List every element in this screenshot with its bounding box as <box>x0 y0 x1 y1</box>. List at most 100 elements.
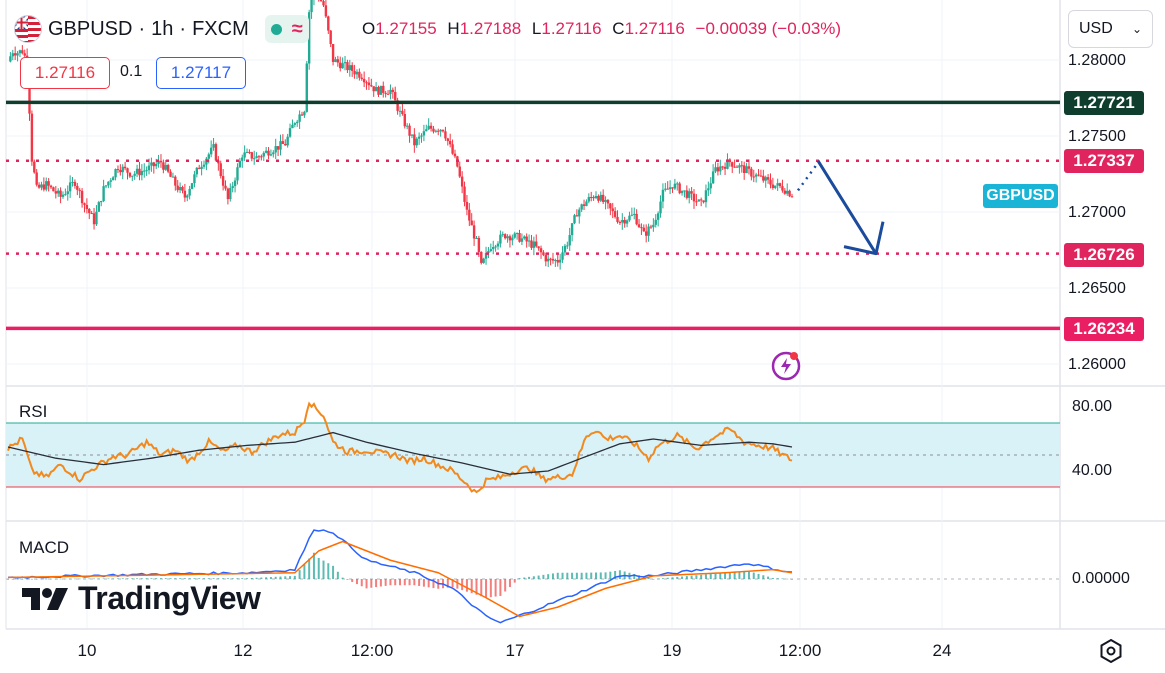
candle-body <box>362 78 366 83</box>
candle-body <box>738 165 741 168</box>
candle-body <box>90 213 93 215</box>
macd-histogram-bar <box>595 572 597 579</box>
macd-histogram-bar <box>542 574 545 579</box>
candle-body <box>783 190 787 194</box>
candle-body <box>140 170 144 176</box>
tradingview-logo: TradingView <box>22 580 261 617</box>
candle-body <box>460 176 464 187</box>
macd-histogram-bar <box>399 579 401 586</box>
macd-histogram-bar <box>379 579 382 587</box>
candle-body <box>453 153 457 157</box>
candle-body <box>166 164 170 172</box>
macd-histogram-bar <box>513 579 516 583</box>
macd-histogram-bar <box>64 578 67 580</box>
candle-body <box>437 130 440 132</box>
macd-histogram-bar <box>752 572 755 579</box>
macd-histogram-bar <box>422 579 425 587</box>
macd-histogram-bar <box>666 577 669 579</box>
candle-body <box>298 114 301 122</box>
candle-body <box>68 182 72 192</box>
level-tag-resistance: 1.27721 <box>1064 91 1144 115</box>
candle-body <box>535 241 538 247</box>
macd-histogram-bar <box>704 574 707 579</box>
candle-body <box>42 184 46 190</box>
sell-button[interactable]: 1.27116 <box>20 57 110 89</box>
macd-histogram-bar <box>188 578 191 579</box>
symbol-name[interactable]: GBPUSD <box>48 17 133 40</box>
candle-body <box>420 135 423 137</box>
candle-body <box>568 235 571 246</box>
macd-histogram-bar <box>508 579 511 588</box>
macd-histogram-bar <box>303 564 306 579</box>
candle-body <box>556 260 559 263</box>
candle-body <box>683 190 686 192</box>
buy-button[interactable]: 1.27117 <box>156 57 246 89</box>
macd-histogram-bar <box>241 578 244 579</box>
candle-body <box>119 169 122 173</box>
macd-histogram-bar <box>408 579 411 586</box>
candle-body <box>525 236 528 242</box>
candle-body <box>594 195 598 199</box>
macd-histogram-bar <box>738 571 741 579</box>
macd-histogram-bar <box>504 579 507 592</box>
candle-body <box>468 209 471 221</box>
candle-body <box>697 199 700 202</box>
candle-body <box>692 193 696 202</box>
candle-body <box>623 219 626 224</box>
currency-select[interactable]: USD ⌄ <box>1068 10 1153 48</box>
candle-body <box>252 158 256 160</box>
candle-body <box>66 191 69 195</box>
candle-body <box>114 169 117 178</box>
candle-body <box>92 213 96 225</box>
candle-body <box>279 141 282 150</box>
symbol-header[interactable]: GBPUSD · 1h · FXCM ≈ <box>14 14 309 44</box>
macd-histogram-bar <box>432 579 435 589</box>
close-value: 1.27116 <box>624 19 685 38</box>
macd-histogram-bar <box>250 577 253 579</box>
macd-histogram-bar <box>131 578 134 579</box>
source-label: FXCM <box>192 17 249 40</box>
macd-histogram-bar <box>97 578 100 580</box>
candle-body <box>719 166 722 172</box>
macd-histogram-bar <box>671 577 674 579</box>
candle-body <box>9 56 12 62</box>
close-label: C <box>612 19 625 38</box>
lightning-alert-icon[interactable] <box>770 350 802 382</box>
candle-body <box>88 208 91 214</box>
spread-value: 0.1 <box>120 63 143 80</box>
candle-body <box>417 136 421 139</box>
candle-body <box>520 238 524 242</box>
settings-gear-icon[interactable] <box>1098 638 1124 664</box>
macd-histogram-bar <box>370 579 373 588</box>
candle-body <box>350 65 354 71</box>
separator: · <box>138 17 146 40</box>
candle-body <box>740 165 744 167</box>
time-label: 17 <box>505 641 525 660</box>
candle-body <box>126 168 129 173</box>
candle-body <box>269 154 273 156</box>
candle-body <box>546 258 550 262</box>
macd-signal-line <box>7 540 793 618</box>
candle-body <box>699 199 703 201</box>
candle-body <box>434 130 438 132</box>
macd-histogram-bar <box>580 572 583 579</box>
macd-histogram-bar <box>317 557 320 579</box>
candle-body <box>37 184 41 188</box>
candle-body <box>102 186 105 201</box>
macd-histogram-bar <box>585 572 588 579</box>
candle-body <box>635 213 638 225</box>
candle-body <box>668 187 672 190</box>
candle-body <box>716 167 720 172</box>
market-status-badge[interactable]: ≈ <box>264 15 309 43</box>
macd-histogram-bar <box>116 578 119 580</box>
candle-body <box>107 181 110 186</box>
candle-body <box>307 12 311 64</box>
candle-body <box>728 159 732 163</box>
candle-body <box>611 208 614 212</box>
interval-label[interactable]: 1h <box>151 17 174 40</box>
macd-histogram-bar <box>16 578 19 580</box>
macd-tick: 0.00000 <box>1072 570 1130 587</box>
candle-body <box>128 172 132 177</box>
macd-histogram-bar <box>207 578 210 579</box>
